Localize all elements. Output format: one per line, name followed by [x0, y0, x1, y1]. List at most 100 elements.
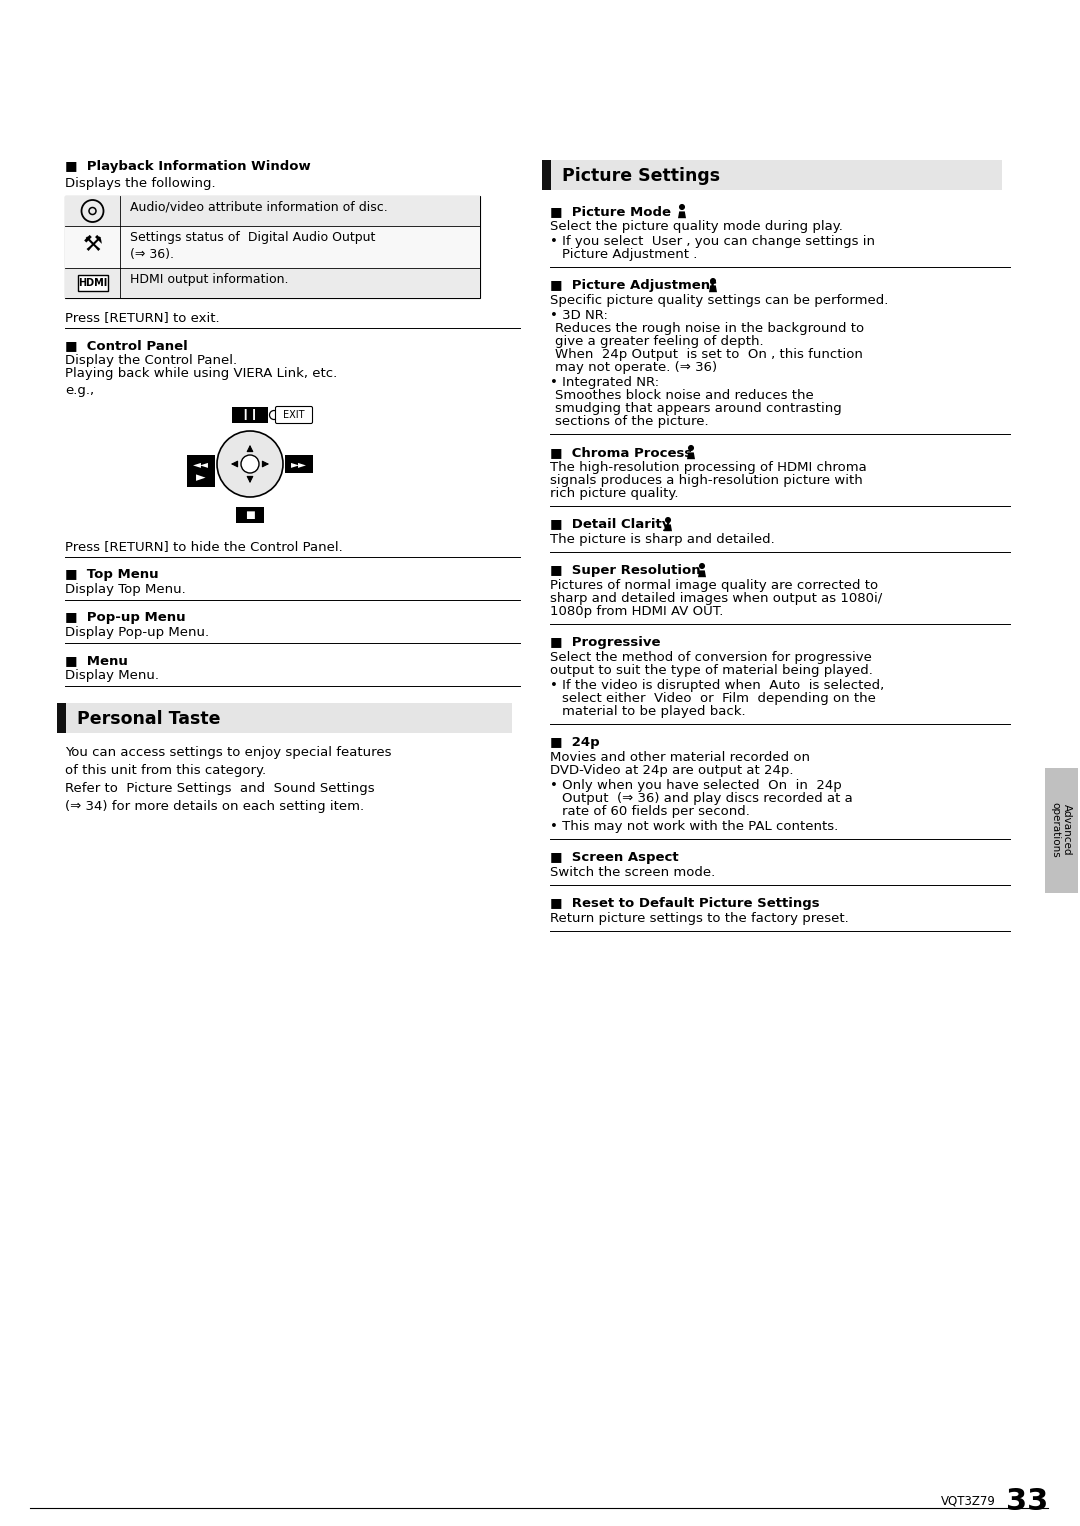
- Text: sharp and detailed images when output as 1080i/: sharp and detailed images when output as…: [550, 592, 882, 604]
- Circle shape: [241, 455, 259, 473]
- Text: ■  Top Menu: ■ Top Menu: [65, 568, 159, 581]
- Circle shape: [710, 278, 716, 284]
- FancyBboxPatch shape: [78, 275, 108, 291]
- Text: ■  Picture Adjustment: ■ Picture Adjustment: [550, 279, 716, 291]
- Text: give a greater feeling of depth.: give a greater feeling of depth.: [555, 336, 764, 348]
- Bar: [542, 160, 1002, 191]
- Bar: [65, 195, 480, 298]
- Bar: [232, 407, 268, 423]
- Text: Audio/video attribute information of disc.: Audio/video attribute information of dis…: [130, 201, 388, 214]
- Text: Picture Settings: Picture Settings: [562, 166, 720, 185]
- Text: Display Pop-up Menu.: Display Pop-up Menu.: [65, 626, 210, 639]
- Text: Press [RETURN] to exit.: Press [RETURN] to exit.: [65, 311, 219, 324]
- Bar: [65, 269, 480, 298]
- Bar: [1045, 768, 1078, 893]
- Bar: [285, 455, 313, 473]
- Text: Smoothes block noise and reduces the: Smoothes block noise and reduces the: [555, 389, 813, 401]
- Bar: [187, 468, 215, 487]
- Text: ■  Reset to Default Picture Settings: ■ Reset to Default Picture Settings: [550, 897, 820, 909]
- Text: VQT3Z79: VQT3Z79: [941, 1494, 996, 1508]
- Text: EXIT: EXIT: [283, 410, 305, 420]
- Text: ■  Super Resolution: ■ Super Resolution: [550, 565, 701, 577]
- Text: rate of 60 fields per second.: rate of 60 fields per second.: [562, 806, 750, 818]
- Text: • If you select  User , you can change settings in: • If you select User , you can change se…: [550, 235, 875, 249]
- Text: may not operate. (⇒ 36): may not operate. (⇒ 36): [555, 362, 717, 374]
- Text: • Only when you have selected  On  in  24p: • Only when you have selected On in 24p: [550, 778, 841, 792]
- Text: ■  Menu: ■ Menu: [65, 655, 127, 667]
- Text: Personal Taste: Personal Taste: [77, 710, 220, 728]
- Bar: [65, 226, 480, 269]
- Polygon shape: [678, 212, 686, 218]
- Text: Switch the screen mode.: Switch the screen mode.: [550, 865, 715, 879]
- Text: sections of the picture.: sections of the picture.: [555, 415, 708, 427]
- Text: ⚒: ⚒: [82, 235, 103, 255]
- Bar: [237, 507, 264, 523]
- Text: rich picture quality.: rich picture quality.: [550, 487, 678, 501]
- Text: Picture Adjustment .: Picture Adjustment .: [562, 249, 698, 261]
- Text: Display Menu.: Display Menu.: [65, 668, 159, 682]
- Text: ■  Detail Clarity: ■ Detail Clarity: [550, 517, 671, 531]
- Bar: [65, 195, 480, 226]
- Text: • If the video is disrupted when  Auto  is selected,: • If the video is disrupted when Auto is…: [550, 679, 885, 691]
- Text: Select the method of conversion for progressive: Select the method of conversion for prog…: [550, 652, 872, 664]
- Polygon shape: [708, 285, 717, 291]
- Text: signals produces a high-resolution picture with: signals produces a high-resolution pictu…: [550, 475, 863, 487]
- Text: ■  Control Panel: ■ Control Panel: [65, 339, 188, 353]
- Text: Advanced
operations: Advanced operations: [1051, 803, 1072, 858]
- Text: When  24p Output  is set to  On , this function: When 24p Output is set to On , this func…: [555, 348, 863, 362]
- Text: The picture is sharp and detailed.: The picture is sharp and detailed.: [550, 533, 774, 546]
- Text: select either  Video  or  Film  depending on the: select either Video or Film depending on…: [562, 691, 876, 705]
- Text: • 3D NR:: • 3D NR:: [550, 308, 608, 322]
- Text: ❙❙: ❙❙: [241, 409, 259, 421]
- Text: HDMI: HDMI: [78, 278, 107, 288]
- Text: • This may not work with the PAL contents.: • This may not work with the PAL content…: [550, 819, 838, 833]
- Text: ■  Pop-up Menu: ■ Pop-up Menu: [65, 610, 186, 624]
- Polygon shape: [664, 525, 672, 531]
- Text: smudging that appears around contrasting: smudging that appears around contrasting: [555, 401, 841, 415]
- Text: e.g.,: e.g.,: [65, 385, 94, 397]
- Text: ■  Progressive: ■ Progressive: [550, 636, 661, 649]
- Text: Movies and other material recorded on: Movies and other material recorded on: [550, 751, 810, 765]
- Text: ■  Playback Information Window: ■ Playback Information Window: [65, 160, 311, 172]
- Text: The high-resolution processing of HDMI chroma: The high-resolution processing of HDMI c…: [550, 461, 867, 475]
- Circle shape: [217, 430, 283, 497]
- Text: output to suit the type of material being played.: output to suit the type of material bein…: [550, 664, 873, 678]
- Text: Reduces the rough noise in the background to: Reduces the rough noise in the backgroun…: [555, 322, 864, 336]
- Text: • Integrated NR:: • Integrated NR:: [550, 375, 659, 389]
- Text: Display Top Menu.: Display Top Menu.: [65, 583, 186, 597]
- Circle shape: [665, 517, 671, 523]
- Circle shape: [699, 563, 705, 569]
- Polygon shape: [698, 571, 706, 577]
- Text: ►►: ►►: [291, 459, 307, 468]
- Text: ■  Screen Aspect: ■ Screen Aspect: [550, 852, 678, 864]
- Text: Return picture settings to the factory preset.: Return picture settings to the factory p…: [550, 913, 849, 925]
- Text: You can access settings to enjoy special features
of this unit from this categor: You can access settings to enjoy special…: [65, 746, 391, 813]
- Text: Playing back while using VIERA Link, etc.: Playing back while using VIERA Link, etc…: [65, 366, 337, 380]
- Text: ■: ■: [245, 510, 255, 520]
- Text: ■  Picture Mode: ■ Picture Mode: [550, 204, 671, 218]
- Text: Output  (⇒ 36) and play discs recorded at a: Output (⇒ 36) and play discs recorded at…: [562, 792, 853, 806]
- Text: Settings status of  Digital Audio Output
(⇒ 36).: Settings status of Digital Audio Output …: [130, 230, 376, 261]
- Text: 1080p from HDMI AV OUT.: 1080p from HDMI AV OUT.: [550, 604, 724, 618]
- Text: Specific picture quality settings can be performed.: Specific picture quality settings can be…: [550, 295, 889, 307]
- Bar: [57, 703, 512, 732]
- Text: HDMI output information.: HDMI output information.: [130, 273, 288, 285]
- Text: ◄◄: ◄◄: [193, 459, 210, 468]
- Text: 33: 33: [1005, 1486, 1048, 1515]
- Text: material to be played back.: material to be played back.: [562, 705, 745, 719]
- Circle shape: [688, 446, 694, 452]
- Text: DVD-Video at 24p are output at 24p.: DVD-Video at 24p are output at 24p.: [550, 765, 794, 777]
- FancyBboxPatch shape: [275, 406, 312, 424]
- Circle shape: [270, 410, 279, 420]
- Bar: [187, 455, 215, 473]
- Text: Press [RETURN] to hide the Control Panel.: Press [RETURN] to hide the Control Panel…: [65, 540, 342, 552]
- Text: ►: ►: [197, 472, 206, 484]
- Polygon shape: [687, 452, 696, 459]
- Bar: [57, 703, 66, 732]
- Bar: [542, 160, 551, 191]
- Text: Displays the following.: Displays the following.: [65, 177, 216, 191]
- Circle shape: [679, 204, 685, 211]
- Text: Select the picture quality mode during play.: Select the picture quality mode during p…: [550, 220, 842, 233]
- Text: ■  Chroma Process: ■ Chroma Process: [550, 446, 692, 459]
- Text: Pictures of normal image quality are corrected to: Pictures of normal image quality are cor…: [550, 578, 878, 592]
